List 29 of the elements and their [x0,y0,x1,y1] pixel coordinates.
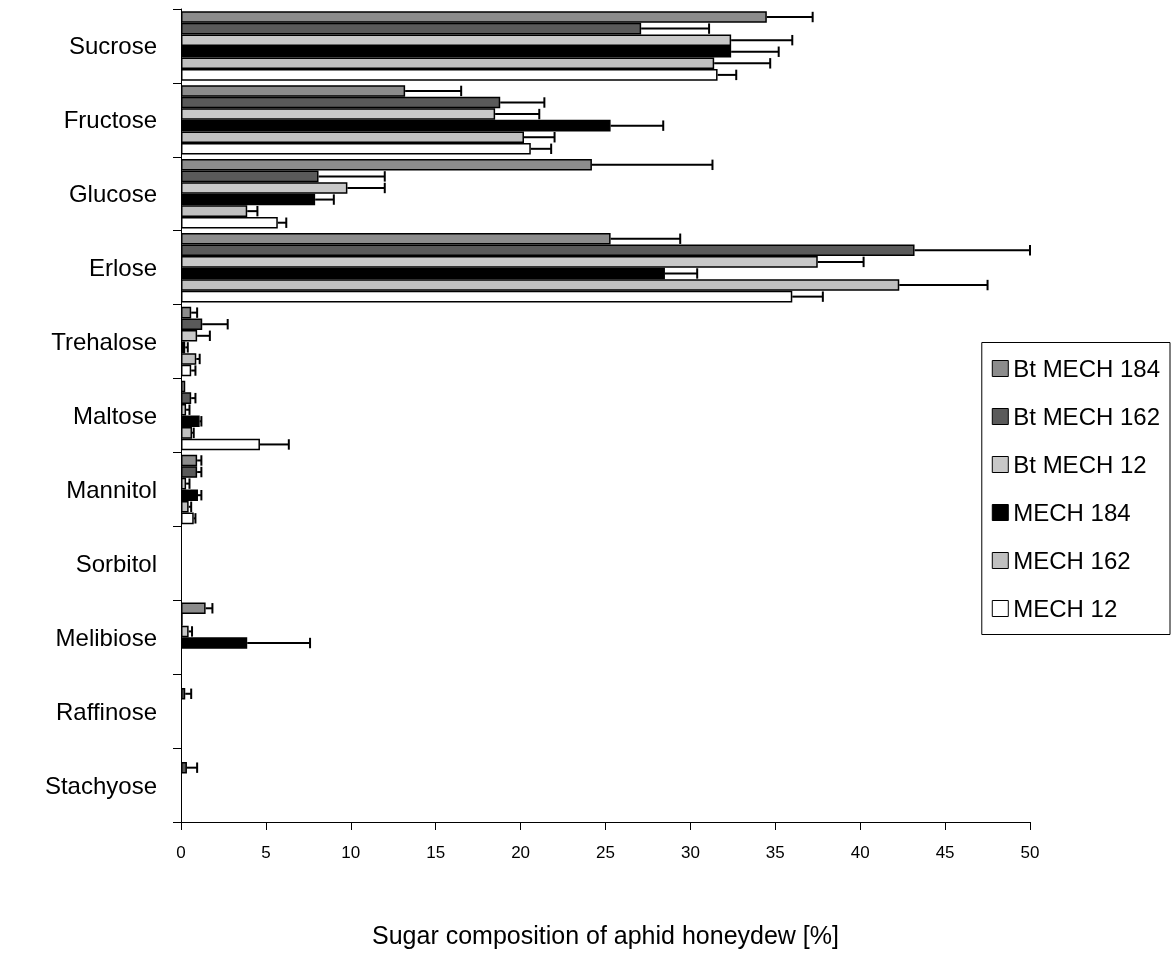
legend-label: Bt MECH 12 [1013,451,1147,478]
y-tick-label: Sorbitol [75,549,157,577]
legend-label: Bt MECH 162 [1013,403,1160,430]
x-tick-label: 20 [511,843,531,862]
legend-label: Bt MECH 184 [1013,355,1160,382]
x-tick-label: 5 [261,843,271,862]
y-tick-label: Fructose [63,106,157,134]
x-tick-label: 0 [176,843,186,862]
y-tick-label: Melibiose [55,623,157,651]
x-tick-label: 15 [426,843,446,862]
x-tick-label: 35 [765,843,785,862]
legend-label: MECH 162 [1013,547,1131,574]
x-tick-label: 30 [680,843,700,862]
y-tick-label: Stachyose [44,771,157,799]
x-axis-title: Sugar composition of aphid honeydew [%] [372,920,839,949]
y-tick-label: Maltose [72,402,157,429]
x-tick-label: 25 [596,843,615,862]
y-tick-label: Glucose [68,180,157,208]
y-tick-label: Mannitol [66,475,157,503]
x-tick-label: 50 [1020,843,1040,862]
legend-label: MECH 12 [1013,595,1118,622]
legend-label: MECH 184 [1013,499,1131,526]
y-tick-label: Trehalose [51,328,157,356]
x-tick-label: 45 [935,843,955,862]
x-tick-label: 40 [850,843,870,862]
y-tick-label: Erlose [88,254,157,282]
y-tick-label: Raffinose [56,697,157,725]
x-tick-label: 10 [341,843,361,862]
y-tick-label: Sucrose [68,32,157,60]
